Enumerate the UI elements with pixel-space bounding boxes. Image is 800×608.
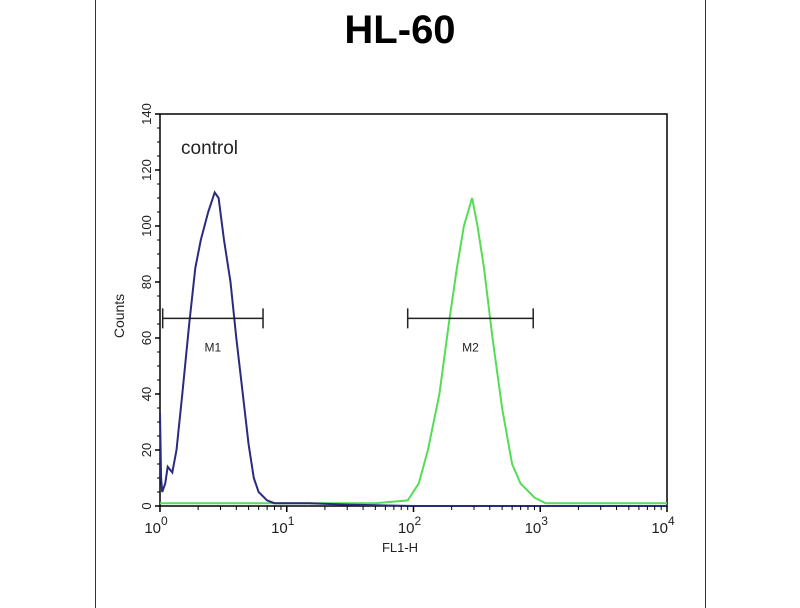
image-frame [95, 0, 706, 608]
x-tick-label: 104 [651, 514, 675, 537]
x-axis-label: FL1-H [382, 540, 418, 555]
chart-title: HL-60 [344, 8, 456, 52]
x-tick-label: 103 [525, 514, 549, 537]
y-tick-label: 0 [139, 502, 154, 509]
y-tick-label: 140 [139, 103, 154, 125]
marker-m1-bar [161, 308, 264, 329]
y-tick-label: 60 [139, 331, 154, 345]
y-tick-label: 120 [139, 159, 154, 181]
marker-m2-bar [406, 308, 534, 329]
marker-m1-label: M1 [205, 340, 222, 354]
y-tick-label: 80 [139, 275, 154, 289]
y-tick-label: 20 [139, 443, 154, 457]
x-tick-label: 100 [144, 514, 168, 537]
x-tick-label: 102 [398, 514, 422, 537]
marker-m2-label: M2 [462, 340, 479, 354]
x-tick-label: 101 [271, 514, 295, 537]
annotation-control: control [181, 138, 238, 159]
plot-area [159, 113, 668, 507]
histogram-series-1 [159, 190, 667, 507]
y-tick-label: 40 [139, 387, 154, 401]
y-axis-label: Counts [111, 294, 127, 338]
y-tick-label: 100 [139, 215, 154, 237]
histogram-series-2 [160, 197, 667, 505]
